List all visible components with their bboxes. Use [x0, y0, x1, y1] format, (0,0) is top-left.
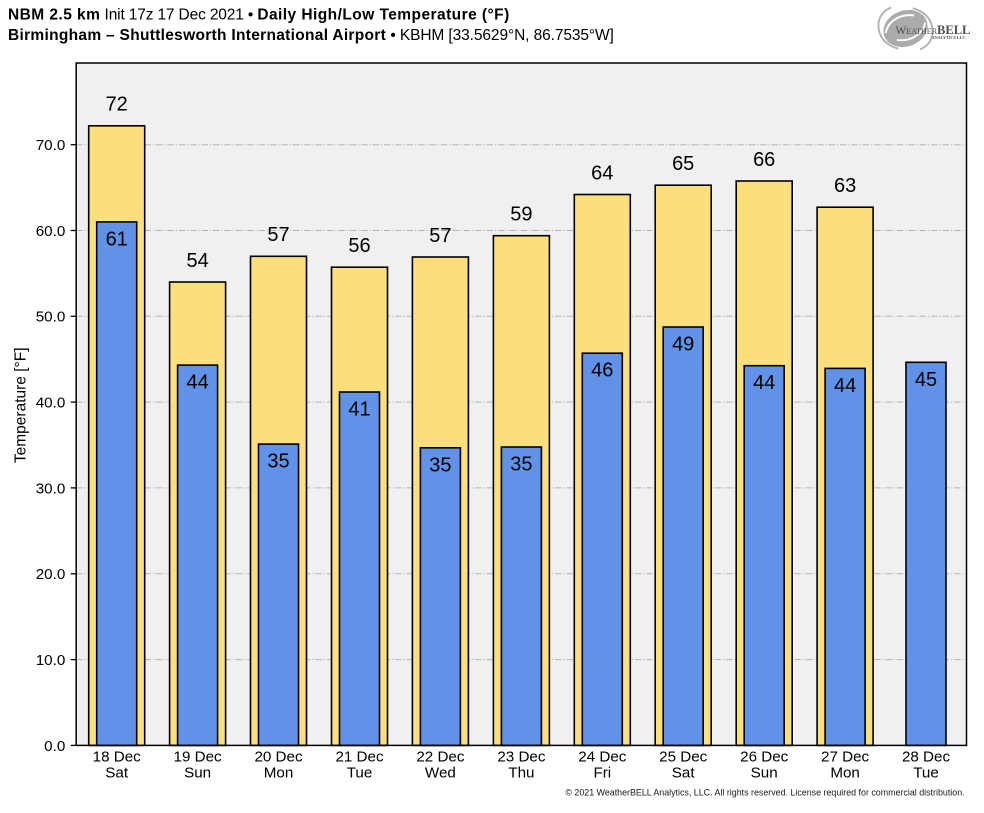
- svg-text:66: 66: [753, 149, 775, 171]
- svg-text:Tue: Tue: [913, 764, 939, 781]
- svg-text:27 Dec: 27 Dec: [821, 749, 870, 766]
- svg-text:Sun: Sun: [184, 764, 211, 781]
- svg-text:44: 44: [834, 375, 856, 397]
- svg-text:50.0: 50.0: [36, 309, 66, 326]
- svg-text:35: 35: [429, 454, 451, 476]
- svg-text:35: 35: [510, 454, 532, 476]
- svg-text:10.0: 10.0: [36, 652, 66, 669]
- svg-text:ANALYTICS LLC: ANALYTICS LLC: [932, 35, 966, 40]
- svg-text:56: 56: [348, 235, 370, 257]
- svg-text:40.0: 40.0: [36, 395, 66, 412]
- svg-text:20.0: 20.0: [36, 566, 66, 583]
- svg-text:57: 57: [429, 225, 451, 247]
- svg-text:41: 41: [348, 399, 370, 421]
- svg-text:18 Dec: 18 Dec: [93, 749, 142, 766]
- svg-text:Temperature [°F]: Temperature [°F]: [12, 347, 29, 463]
- svg-text:Fri: Fri: [593, 764, 611, 781]
- svg-text:Sat: Sat: [672, 764, 696, 781]
- svg-text:22 Dec: 22 Dec: [416, 749, 465, 766]
- svg-text:25 Dec: 25 Dec: [659, 749, 708, 766]
- svg-text:NBM 2.5 km Init 17z 17 Dec 202: NBM 2.5 km Init 17z 17 Dec 2021 • Daily …: [8, 7, 510, 24]
- svg-text:0.0: 0.0: [44, 738, 65, 755]
- svg-text:23 Dec: 23 Dec: [497, 749, 546, 766]
- svg-text:© 2021 WeatherBELL Analytics,: © 2021 WeatherBELL Analytics, LLC. All r…: [565, 788, 964, 798]
- svg-text:Mon: Mon: [264, 764, 294, 781]
- svg-text:54: 54: [186, 250, 208, 272]
- svg-text:30.0: 30.0: [36, 480, 66, 497]
- svg-text:35: 35: [267, 451, 289, 473]
- svg-text:26 Dec: 26 Dec: [740, 749, 789, 766]
- svg-text:Mon: Mon: [830, 764, 860, 781]
- svg-text:45: 45: [915, 369, 937, 391]
- svg-text:24 Dec: 24 Dec: [578, 749, 627, 766]
- svg-text:64: 64: [591, 162, 613, 184]
- svg-text:63: 63: [834, 175, 856, 197]
- svg-text:Tue: Tue: [347, 764, 373, 781]
- svg-text:57: 57: [267, 224, 289, 246]
- svg-text:19 Dec: 19 Dec: [174, 749, 223, 766]
- svg-text:44: 44: [186, 372, 208, 394]
- svg-text:65: 65: [672, 153, 694, 175]
- svg-text:70.0: 70.0: [36, 137, 66, 154]
- svg-text:21 Dec: 21 Dec: [335, 749, 384, 766]
- svg-text:Birmingham – Shuttlesworth Int: Birmingham – Shuttlesworth International…: [8, 27, 614, 44]
- svg-text:Sat: Sat: [105, 764, 129, 781]
- svg-text:44: 44: [753, 372, 775, 394]
- svg-text:28 Dec: 28 Dec: [902, 749, 951, 766]
- svg-text:Wed: Wed: [425, 764, 456, 781]
- svg-text:20 Dec: 20 Dec: [254, 749, 303, 766]
- svg-text:Thu: Thu: [508, 764, 534, 781]
- svg-text:60.0: 60.0: [36, 223, 66, 240]
- svg-text:Sun: Sun: [751, 764, 778, 781]
- svg-text:72: 72: [106, 94, 128, 116]
- svg-text:61: 61: [106, 228, 128, 250]
- svg-text:WEATHERBELL: WEATHERBELL: [896, 23, 971, 37]
- svg-text:49: 49: [672, 334, 694, 356]
- svg-text:46: 46: [591, 360, 613, 382]
- svg-text:59: 59: [510, 204, 532, 226]
